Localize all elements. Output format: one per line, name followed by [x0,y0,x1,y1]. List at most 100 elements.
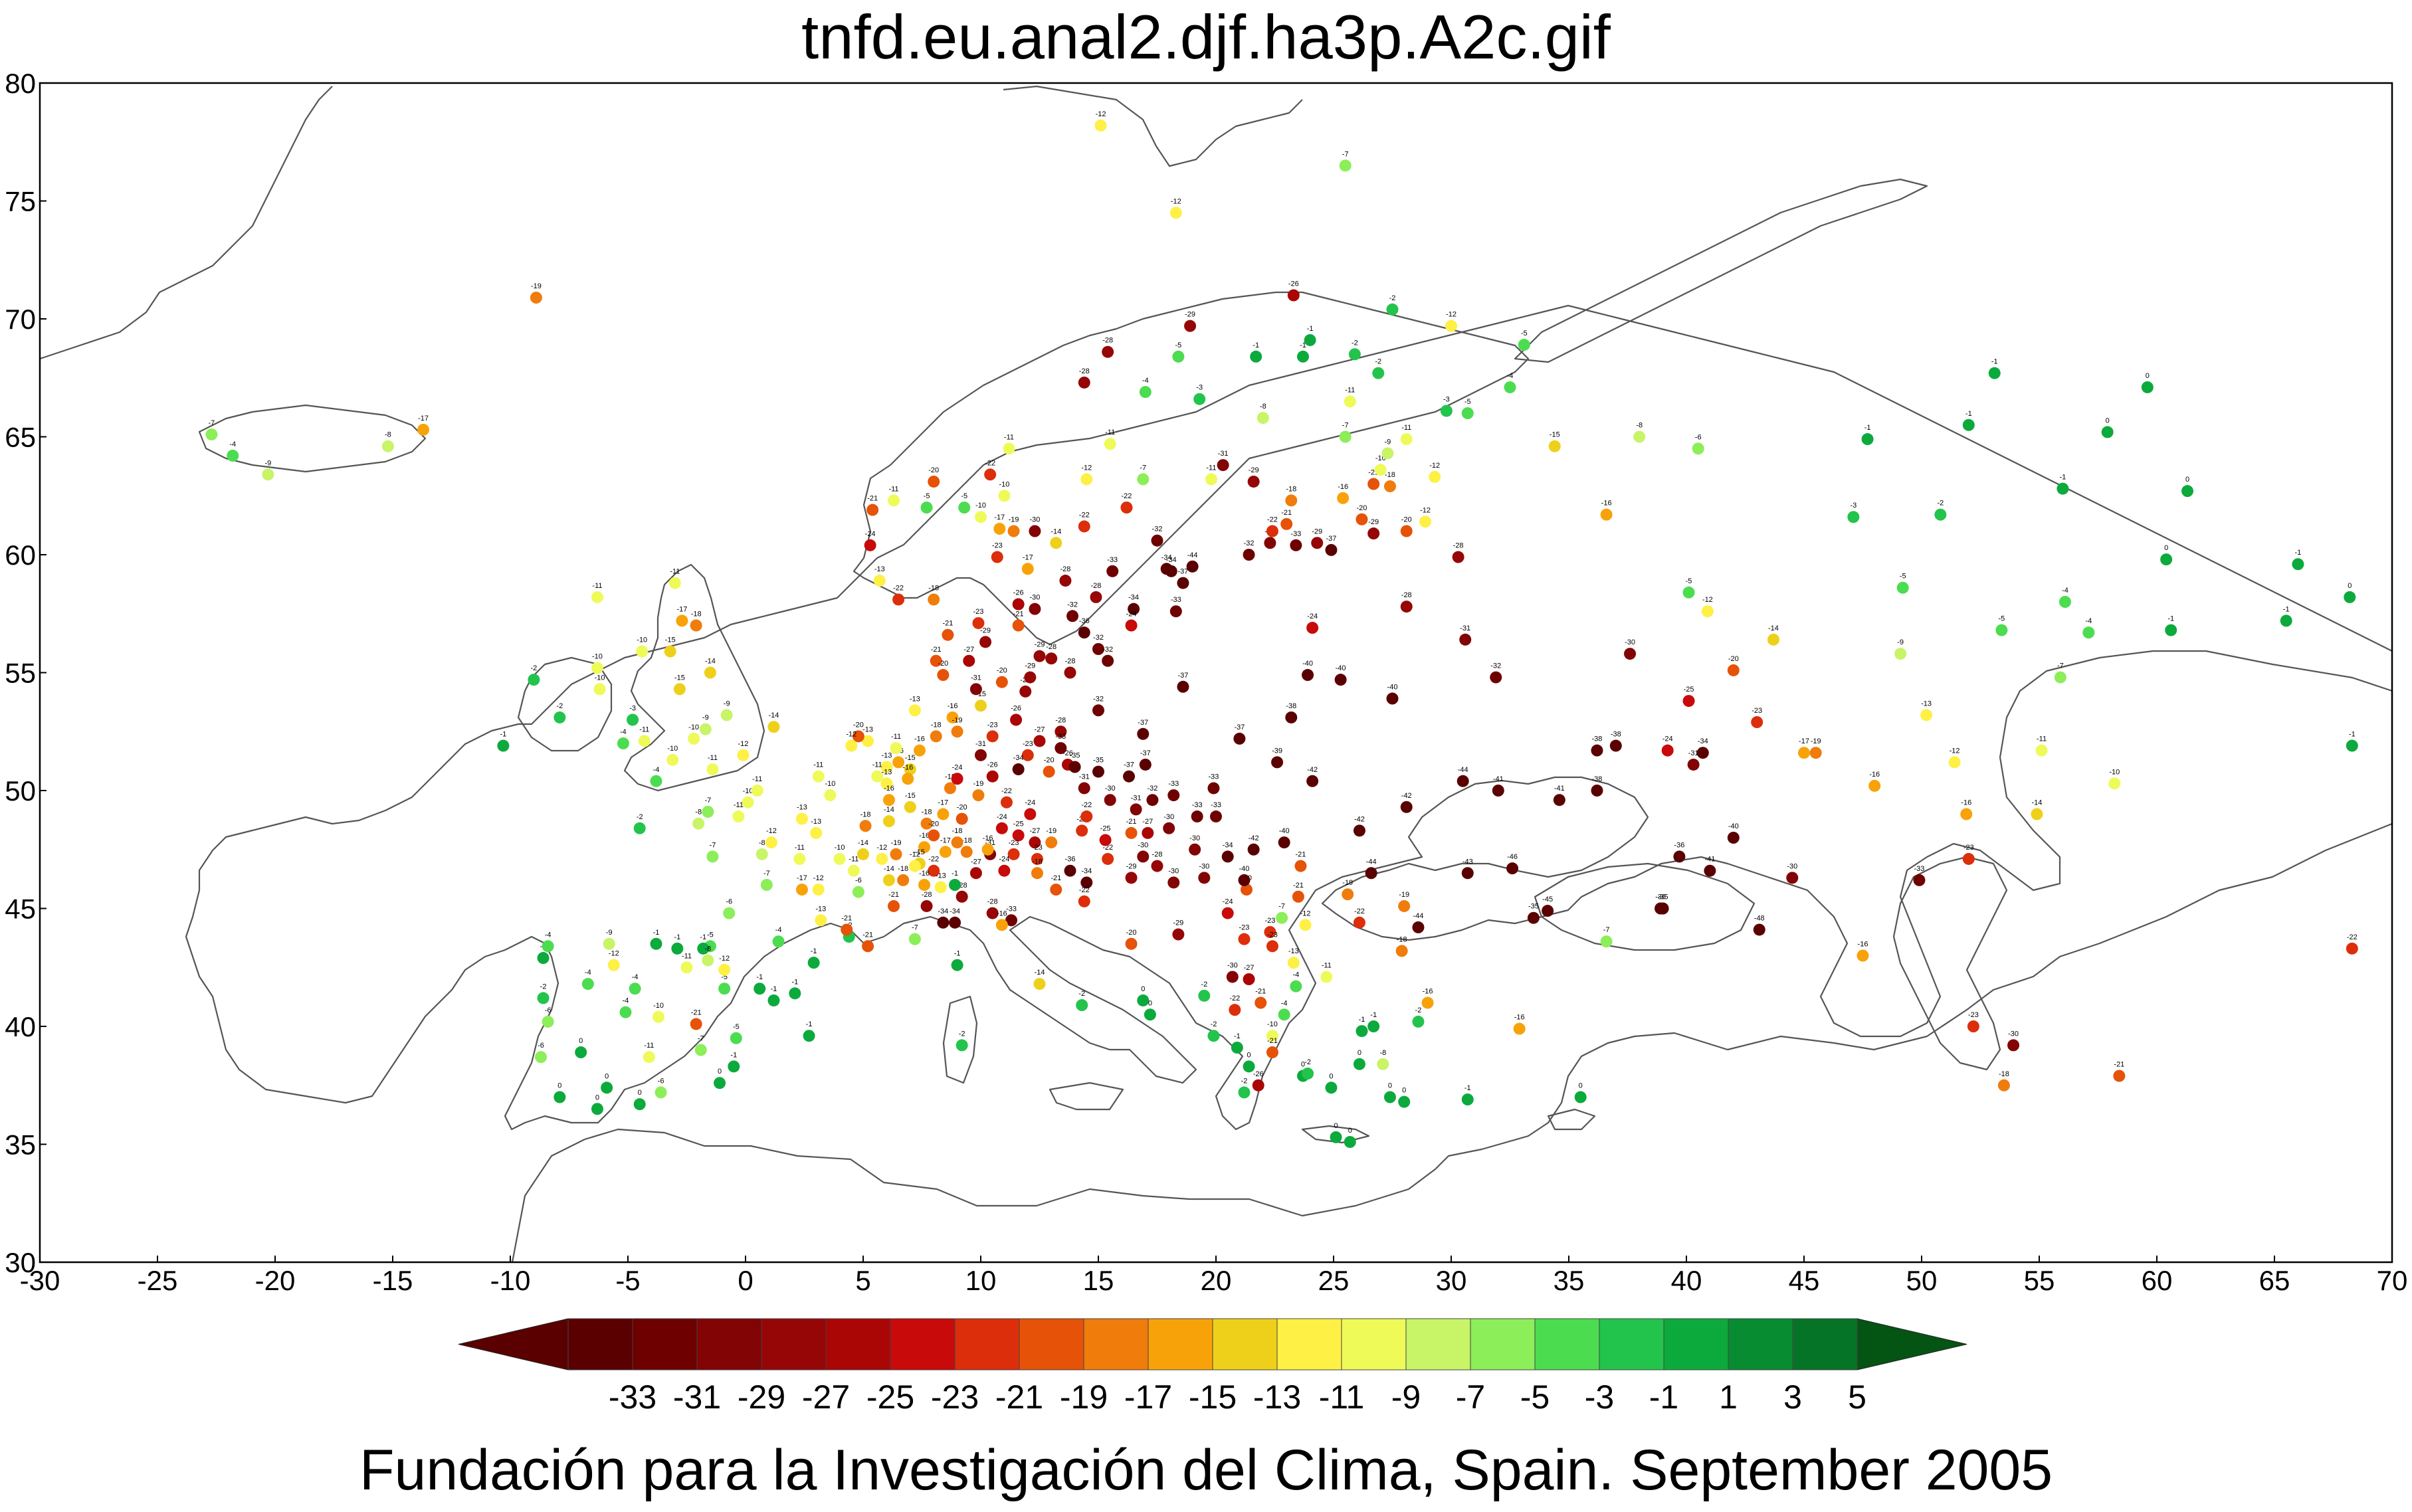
station-marker [1330,1131,1342,1143]
colorbar-label: -1 [1649,1378,1678,1416]
station-value-label: -12 [813,874,824,882]
station-marker [1383,480,1396,493]
station-marker [706,763,719,776]
colorbar: -33 -31 -29 -27 -25 -23 -21 -19 -17 -15 -13 -11 -9 -7… [458,1318,1967,1416]
station-markers: -19-7-4-9-8-17-1-2-2-10-10-4-3-11-4-15-9… [205,110,2358,1148]
station-marker [2108,777,2121,790]
station-value-label: -13 [910,695,920,703]
colorbar-swatch [1148,1318,1213,1370]
station-marker [772,935,785,948]
station-value-label: -23 [992,542,1003,550]
station-marker [1687,758,1700,771]
station-value-label: -29 [1173,919,1183,927]
station-marker [537,992,550,1004]
station-value-label: -5 [1521,330,1528,337]
station-value-label: -20 [1044,757,1055,765]
station-value-label: -15 [674,674,685,682]
station-marker [1692,442,1704,455]
station-marker [542,940,554,953]
station-value-label: 0 [2164,544,2168,552]
station-value-label: 0 [1579,1082,1583,1090]
station-marker [1029,525,1041,537]
station-marker [812,884,825,896]
station-marker [2035,744,2048,757]
station-value-label: -9 [1385,438,1391,446]
station-marker [1786,872,1799,884]
station-value-label: -21 [931,646,942,654]
station-marker [581,978,594,991]
station-marker [1104,438,1116,450]
x-tick-label: 50 [1906,1265,1938,1296]
station-marker [1374,464,1387,476]
station-marker [1076,999,1088,1012]
station-value-label: -22 [2347,933,2358,941]
station-marker [688,732,700,745]
station-marker [1356,513,1368,525]
station-marker [1184,320,1197,332]
station-value-label: -9 [1897,638,1904,646]
station-value-label: -13 [881,752,892,760]
station-value-label: -34 [1161,553,1172,561]
station-value-label: -7 [1140,464,1146,472]
station-value-label: -7 [1603,926,1610,934]
colorbar-label: -11 [1319,1378,1365,1416]
station-marker [1400,525,1413,537]
station-marker [1276,911,1288,924]
station-marker [1092,704,1104,717]
x-tick-label: -20 [255,1265,296,1296]
station-value-label: -29 [980,626,991,634]
coastline-mainland [185,304,2393,1263]
station-value-label: -21 [1281,509,1292,517]
station-marker [2280,614,2292,627]
station-marker [1130,803,1142,816]
station-value-label: 0 [557,1082,561,1090]
station-value-label: -4 [620,728,627,736]
x-tick-label: 25 [1318,1265,1350,1296]
station-value-label: -14 [2032,799,2043,807]
station-value-label: -19 [1009,516,1019,524]
station-value-label: -16 [1514,1014,1525,1022]
station-value-label: -22 [1267,516,1278,524]
station-marker [1995,624,2008,636]
station-marker [706,850,719,863]
station-value-label: -38 [1611,731,1621,739]
station-value-label: -16 [902,763,913,771]
station-marker [1383,1091,1396,1103]
station-marker [1457,775,1469,787]
station-marker [1102,852,1114,865]
colorbar-label: -23 [931,1378,979,1416]
station-marker [969,683,982,696]
x-tick-label: 40 [1671,1265,1702,1296]
station-value-label: -11 [1105,428,1115,436]
station-marker [882,794,895,806]
station-marker [1167,789,1180,802]
station-marker [1419,516,1432,528]
colorbar-label: -9 [1391,1378,1421,1416]
station-value-label: -28 [1055,716,1066,724]
station-marker [960,846,973,858]
station-marker [2059,596,2071,608]
station-value-label: -17 [1023,553,1033,561]
station-marker [862,940,874,953]
station-value-label: -30 [1189,834,1200,842]
station-marker [1296,350,1309,363]
station-value-label: -14 [1051,527,1061,535]
station-value-label: -12 [1081,464,1092,472]
station-marker [1094,119,1107,132]
station-value-label: -11 [752,775,762,783]
station-marker [1139,758,1152,771]
station-marker [1050,537,1062,549]
station-marker [1266,1046,1278,1059]
station-marker [1342,888,1354,901]
station-value-label: -24 [1662,735,1673,743]
x-tick-label: 45 [1789,1265,1820,1296]
y-tick-label: 65 [5,422,36,453]
station-marker [1913,874,1926,886]
coastline-sicily [1049,1082,1124,1111]
station-value-label: -34 [1013,754,1024,762]
station-value-label: -34 [1223,841,1233,849]
station-marker [1165,565,1177,577]
station-value-label: -20 [853,721,864,729]
station-marker [767,721,780,733]
station-value-label: -9 [702,714,709,722]
